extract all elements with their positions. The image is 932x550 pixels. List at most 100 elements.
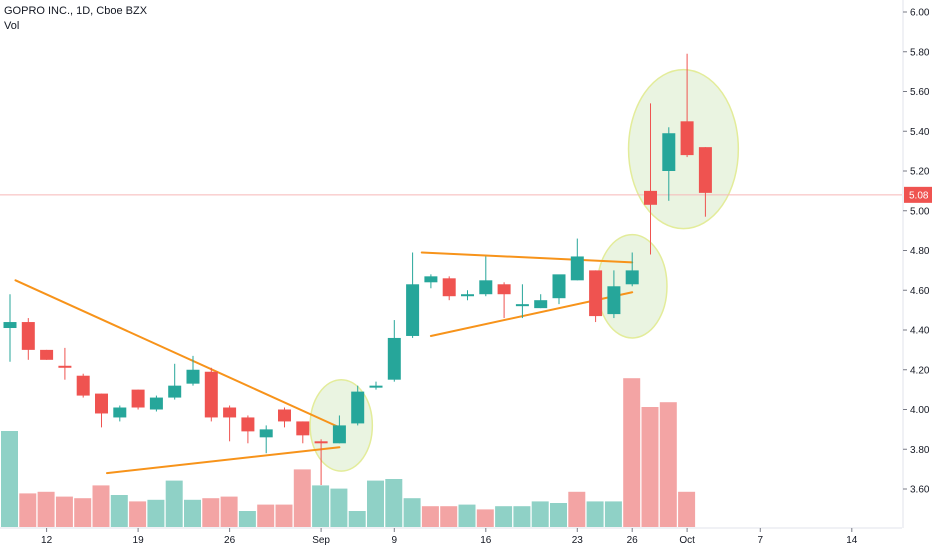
candle[interactable] (95, 393, 108, 428)
volume-bar (586, 501, 604, 527)
candle[interactable] (607, 270, 621, 319)
time-tick-label: Oct (679, 535, 695, 546)
price-tick-label: 4.60 (910, 286, 930, 297)
volume-bar (513, 506, 531, 527)
candle[interactable] (223, 405, 237, 442)
candle[interactable] (241, 415, 255, 444)
price-tick-label: 5.40 (910, 127, 930, 138)
volume-bar (293, 469, 311, 527)
candle[interactable] (76, 373, 90, 398)
volume-indicator-label[interactable]: Vol (4, 20, 20, 32)
candle[interactable] (570, 238, 584, 281)
candle[interactable] (351, 385, 365, 426)
candle[interactable] (442, 276, 456, 301)
candle[interactable] (259, 425, 273, 454)
candle-body (515, 304, 529, 307)
time-tick-label: 14 (846, 535, 858, 546)
candle-body (21, 322, 35, 350)
candle-body (332, 425, 346, 444)
trendline[interactable] (420, 251, 634, 264)
volume-bar (458, 504, 476, 527)
candle[interactable] (113, 405, 127, 422)
volume-bar (19, 493, 37, 527)
price-tick-label: 5.20 (910, 167, 930, 178)
candle[interactable] (332, 415, 346, 444)
candle[interactable] (625, 252, 639, 287)
volume-bar (275, 504, 293, 527)
candle[interactable] (186, 355, 200, 386)
volume-bar (659, 402, 677, 527)
last-price-label: 5.08 (909, 190, 929, 201)
volume-bar (550, 503, 567, 527)
price-tick-label: 5.00 (910, 206, 930, 217)
candle[interactable] (515, 284, 529, 319)
candle[interactable] (698, 147, 712, 217)
candle[interactable] (296, 421, 310, 444)
price-tick-label: 4.00 (910, 405, 930, 416)
candle[interactable] (58, 347, 72, 380)
candle-body (168, 385, 182, 398)
candle[interactable] (387, 320, 401, 382)
volume-bar (165, 480, 183, 527)
candle[interactable] (369, 381, 383, 390)
candle[interactable] (131, 389, 145, 410)
volume-bar (238, 511, 256, 527)
candle-body (204, 371, 218, 418)
candle[interactable] (314, 439, 328, 486)
candle[interactable] (406, 252, 420, 338)
chart-legend: GOPRO INC., 1D, Cboe BZX Vol (4, 4, 147, 34)
candle-body (625, 270, 639, 285)
candle-body (241, 417, 255, 432)
candle[interactable] (204, 367, 218, 422)
volume-bar (330, 488, 348, 527)
candle-body (589, 270, 603, 317)
price-axis[interactable]: 3.60 3.80 4.00 4.20 4.40 4.60 4.80 5.00 5.20 5.40… (903, 8, 930, 496)
candle[interactable] (21, 318, 35, 360)
candle[interactable] (552, 274, 566, 305)
candle-body (131, 389, 145, 408)
symbol-title[interactable]: GOPRO INC., 1D, Cboe BZX (4, 5, 148, 17)
trendline[interactable] (14, 279, 341, 429)
candle-series (3, 53, 712, 486)
candle[interactable] (168, 363, 182, 400)
candle-body (406, 284, 420, 336)
volume-bar (623, 378, 641, 527)
candle[interactable] (3, 294, 17, 362)
price-tick-label: 5.80 (910, 47, 930, 58)
candle[interactable] (680, 53, 694, 158)
candle-body (76, 375, 90, 396)
price-tick-label: 3.80 (910, 445, 930, 456)
candle[interactable] (479, 256, 493, 297)
time-tick-label: 26 (627, 535, 639, 546)
candle-body (479, 280, 493, 295)
candle[interactable] (497, 282, 511, 319)
price-tick-label: 3.60 (910, 485, 930, 496)
time-axis[interactable]: 121926Sep9162326Oct71421 (41, 528, 932, 546)
trendline[interactable] (105, 446, 341, 475)
candle-body (186, 369, 200, 384)
volume-bar (678, 491, 696, 527)
candle-body (351, 391, 365, 424)
candle[interactable] (278, 407, 291, 428)
time-tick-label: 23 (572, 535, 584, 546)
candle-body (497, 284, 511, 295)
candle[interactable] (644, 103, 657, 255)
candle[interactable] (40, 349, 54, 360)
candle[interactable] (589, 270, 603, 323)
candle-body (259, 429, 273, 438)
volume-bar (531, 501, 549, 527)
volume-bar (92, 485, 110, 527)
plot-area[interactable] (0, 0, 902, 528)
candle[interactable] (149, 395, 163, 412)
time-tick-label: 26 (224, 535, 236, 546)
candle[interactable] (534, 294, 548, 309)
volume-bar (604, 501, 622, 527)
candle-body (149, 397, 163, 410)
candle[interactable] (424, 274, 438, 289)
volume-bar (421, 506, 439, 527)
candle[interactable] (662, 127, 676, 201)
candle-body (607, 286, 621, 315)
volume-bar (257, 504, 275, 527)
candle[interactable] (461, 290, 474, 301)
